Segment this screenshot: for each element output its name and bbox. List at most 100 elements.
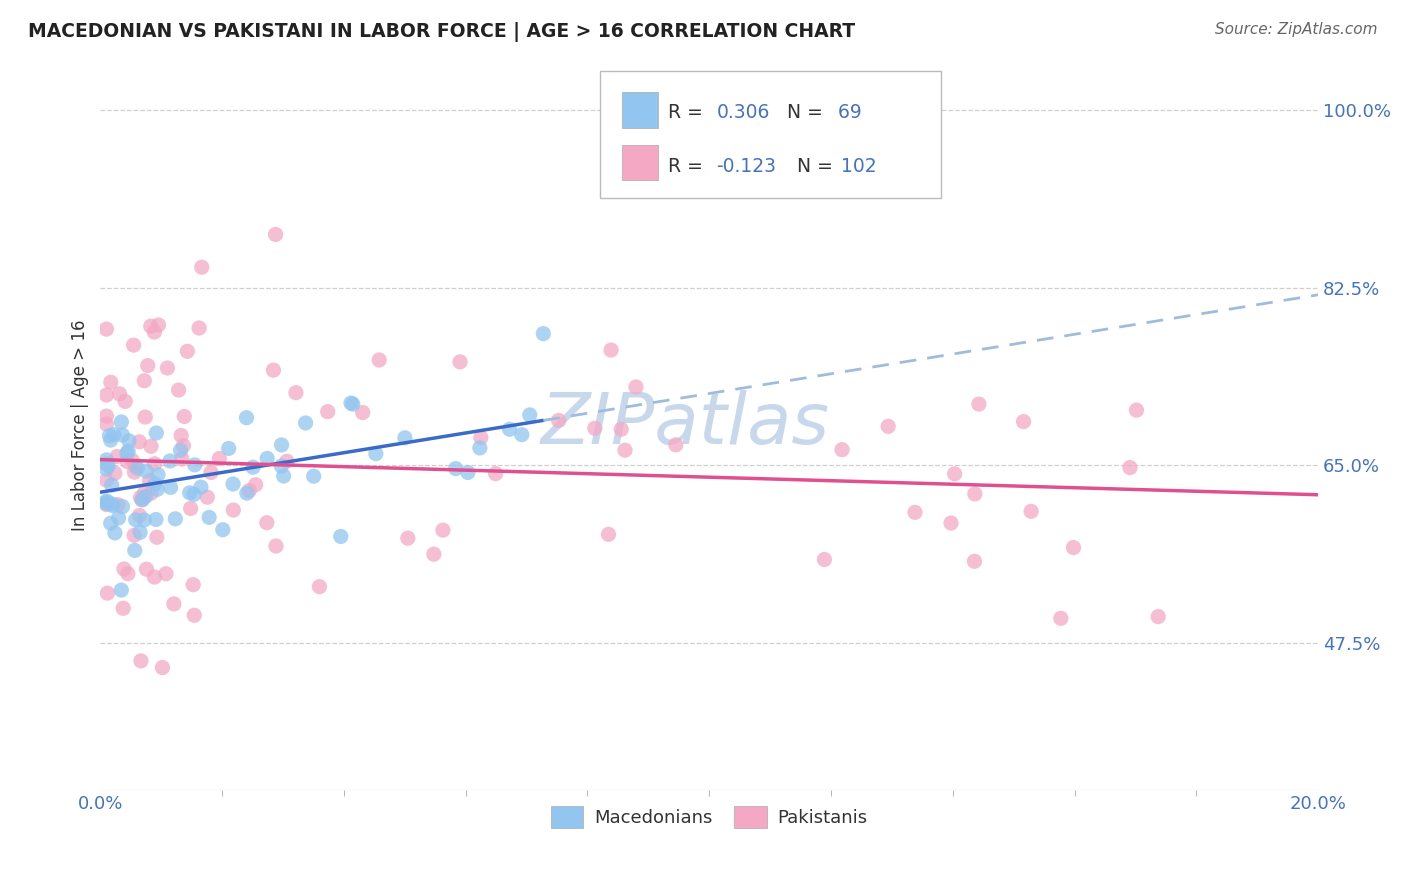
Point <box>169 443 191 458</box>
Point <box>1050 611 1073 625</box>
Point <box>939 516 962 530</box>
Point <box>105 450 128 464</box>
Point <box>96 498 118 512</box>
Point <box>342 397 364 411</box>
Point <box>184 458 207 472</box>
Point <box>129 525 152 540</box>
Point <box>235 410 257 425</box>
Point <box>316 404 339 418</box>
Point <box>98 428 121 442</box>
Point <box>1147 609 1170 624</box>
Point <box>1119 460 1142 475</box>
Point <box>96 417 118 431</box>
Point <box>96 495 118 509</box>
Point <box>121 453 143 467</box>
Point <box>208 451 231 466</box>
Point <box>167 383 190 397</box>
Point <box>238 483 260 498</box>
Point <box>122 528 145 542</box>
Point <box>117 566 139 581</box>
Point <box>444 461 467 475</box>
Point <box>600 343 623 357</box>
Point <box>190 480 212 494</box>
Point <box>145 512 167 526</box>
Point <box>134 486 156 500</box>
Point <box>96 496 118 510</box>
Point <box>134 410 156 425</box>
Point <box>368 353 391 368</box>
Point <box>198 510 221 524</box>
Point <box>143 477 166 491</box>
Point <box>531 326 554 341</box>
Point <box>583 421 606 435</box>
Point <box>270 458 292 473</box>
Point <box>111 428 134 442</box>
Text: 69: 69 <box>832 103 862 122</box>
Point <box>131 492 153 507</box>
Point <box>146 483 169 497</box>
Point <box>124 513 146 527</box>
Point <box>191 260 214 275</box>
Text: R =: R = <box>668 158 709 177</box>
Point <box>181 577 204 591</box>
Point <box>159 454 181 468</box>
Point <box>129 491 152 505</box>
Point <box>134 374 156 388</box>
Point <box>129 654 152 668</box>
Point <box>394 431 416 445</box>
Point <box>128 434 150 449</box>
Point <box>276 454 298 468</box>
Point <box>831 442 853 457</box>
Point <box>273 469 295 483</box>
Point <box>136 359 159 373</box>
Point <box>112 562 135 576</box>
Point <box>100 478 122 492</box>
Point <box>963 554 986 568</box>
Point <box>170 428 193 442</box>
FancyBboxPatch shape <box>599 70 941 198</box>
Text: N =: N = <box>775 103 830 122</box>
Point <box>470 431 492 445</box>
Legend: Macedonians, Pakistanis: Macedonians, Pakistanis <box>544 799 875 836</box>
Point <box>294 416 316 430</box>
Point <box>96 409 118 423</box>
Point <box>245 477 267 491</box>
Text: MACEDONIAN VS PAKISTANI IN LABOR FORCE | AGE > 16 CORRELATION CHART: MACEDONIAN VS PAKISTANI IN LABOR FORCE |… <box>28 22 855 42</box>
Point <box>110 583 132 598</box>
Point <box>115 446 138 460</box>
Point <box>1012 415 1035 429</box>
Point <box>904 505 927 519</box>
Point <box>364 447 387 461</box>
Point <box>449 355 471 369</box>
Point <box>176 344 198 359</box>
Point <box>96 388 118 402</box>
Point <box>143 457 166 471</box>
Point <box>134 513 156 527</box>
Point <box>111 500 134 514</box>
Point <box>510 427 533 442</box>
Point <box>159 480 181 494</box>
Point <box>877 419 900 434</box>
Point <box>143 570 166 584</box>
Point <box>222 503 245 517</box>
Point <box>100 376 122 390</box>
Point <box>96 453 118 467</box>
Point <box>468 441 491 455</box>
Point <box>135 464 157 478</box>
Point <box>188 321 211 335</box>
Point <box>143 325 166 339</box>
Text: 0.306: 0.306 <box>717 103 770 122</box>
Text: -0.123: -0.123 <box>717 158 776 177</box>
Point <box>96 457 118 471</box>
Point <box>97 458 120 473</box>
Point <box>146 467 169 482</box>
Point <box>96 494 118 508</box>
Point <box>117 454 139 468</box>
Point <box>96 586 118 600</box>
Point <box>138 474 160 488</box>
Point <box>108 386 131 401</box>
Point <box>457 466 479 480</box>
Point <box>519 408 541 422</box>
Point <box>131 492 153 507</box>
Point <box>665 438 688 452</box>
